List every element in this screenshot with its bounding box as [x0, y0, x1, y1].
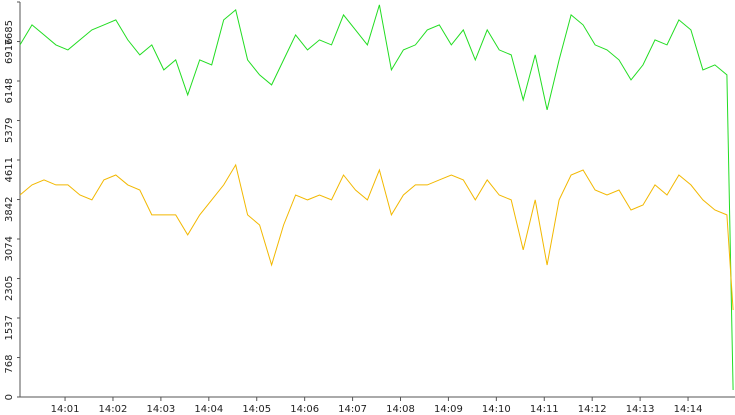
y-tick-label: 0	[4, 394, 15, 400]
y-tick-label: 5379	[4, 118, 15, 143]
x-tick-label: 14:11	[530, 404, 559, 415]
y-tick-label: 2305	[4, 276, 15, 301]
x-tick-label: 14:08	[386, 404, 415, 415]
x-tick-label: 14:05	[242, 404, 271, 415]
x-tick-label: 14:04	[194, 404, 223, 415]
y-tick-label: 6916	[4, 39, 15, 64]
y-tick-label: 4611	[4, 157, 15, 182]
x-tick-label: 14:12	[578, 404, 607, 415]
x-tick-label: 14:09	[434, 404, 463, 415]
series-line	[19, 163, 734, 311]
x-tick-label: 14:01	[51, 404, 80, 415]
y-tick-label: 1537	[4, 315, 15, 340]
x-tick-label: 14:02	[99, 404, 128, 415]
y-tick-label: 6148	[4, 78, 15, 103]
x-tick-label: 14:03	[146, 404, 175, 415]
x-tick-label: 14:13	[626, 404, 655, 415]
x-tick-label: 14:14	[674, 404, 703, 415]
y-tick-label: 3842	[4, 197, 15, 222]
y-tick-label: 768	[4, 355, 15, 374]
y-tick-label: 7685	[4, 20, 15, 45]
y-tick-label: 3074	[4, 236, 15, 261]
series-line	[19, 4, 734, 391]
x-tick-label: 14:06	[290, 404, 319, 415]
x-tick-label: 14:07	[338, 404, 367, 415]
x-tick-label: 14:10	[482, 404, 511, 415]
